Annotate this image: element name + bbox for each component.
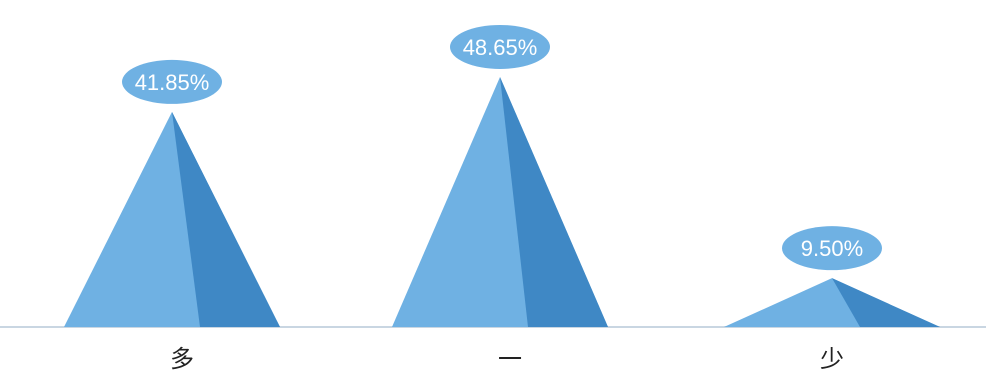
data-label-2: 48.65% <box>463 35 538 60</box>
data-label-1: 41.85% <box>135 70 210 95</box>
pyramid-side-1 <box>172 111 280 328</box>
data-label-3: 9.50% <box>801 236 863 261</box>
category-label-1: 多 <box>170 345 194 373</box>
pyramid-side-2 <box>500 76 608 328</box>
category-label-3: 少 <box>820 345 844 373</box>
data-label-bubble-1 <box>122 59 222 104</box>
category-label-2: 一 <box>498 345 522 373</box>
data-label-bubble-3 <box>782 226 882 271</box>
data-label-bubble-2 <box>450 24 550 69</box>
pyramid-side-3 <box>832 278 940 327</box>
